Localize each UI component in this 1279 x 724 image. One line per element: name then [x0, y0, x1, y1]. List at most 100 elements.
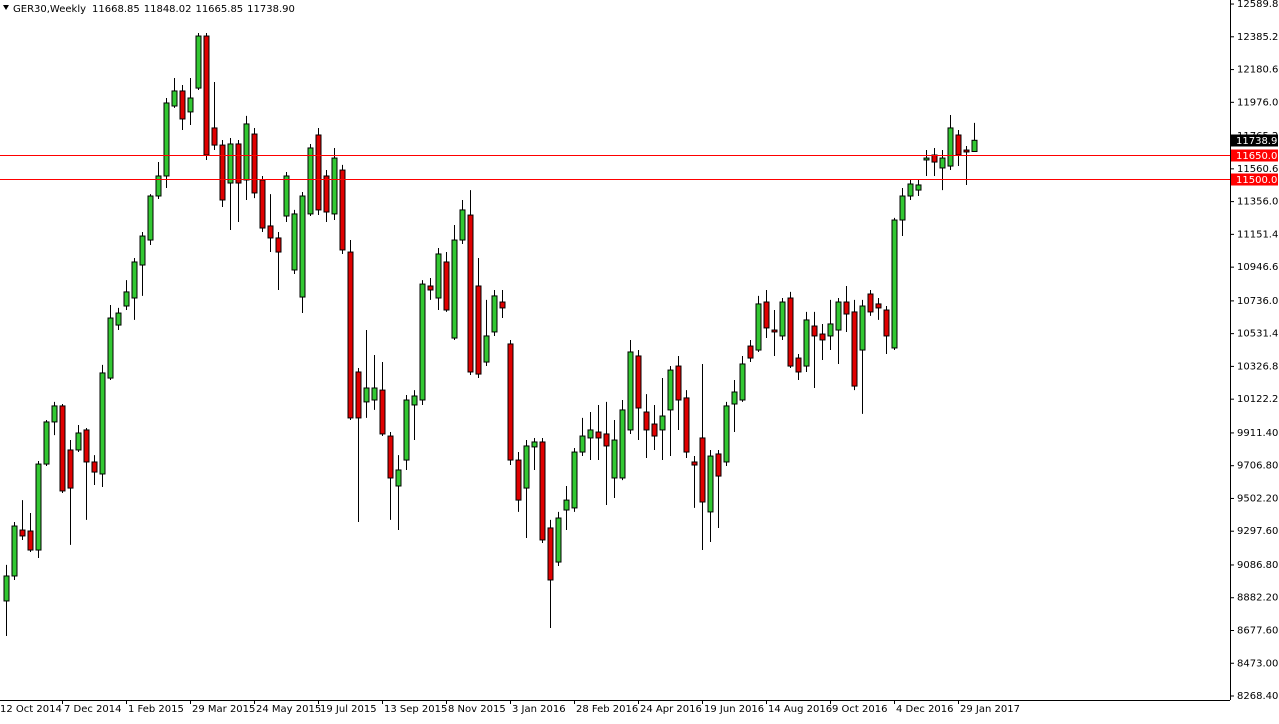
y-tick-label: 11151.40 [1237, 229, 1279, 240]
candle-body [467, 214, 474, 373]
candle-body [571, 451, 578, 509]
current-price-label: 11738.90 [1236, 136, 1279, 147]
candle-body [379, 389, 386, 435]
candle-body [283, 175, 290, 217]
candle-body [779, 301, 786, 337]
y-tick-label: 9706.80 [1237, 461, 1278, 472]
candle-body [723, 405, 730, 463]
candle-body [395, 469, 402, 487]
candle-body [59, 405, 66, 492]
quote-open: 11668.85 [92, 4, 140, 15]
x-tick-label: 24 May 2015 [256, 704, 321, 715]
candle-body [867, 293, 874, 313]
candle-body [731, 391, 738, 405]
x-tick-label: 9 Oct 2016 [832, 704, 887, 715]
candle-body [819, 333, 826, 341]
y-tick-label: 10531.40 [1237, 329, 1279, 340]
candle-body [659, 415, 666, 431]
quote-low: 11665.85 [195, 4, 243, 15]
candle-body [83, 429, 90, 463]
candle-body [67, 449, 74, 489]
candle-body [211, 127, 218, 146]
candle-body [939, 157, 946, 169]
candle-body [355, 371, 362, 419]
candle-body [579, 435, 586, 453]
candle-body [803, 319, 810, 367]
candle-body [43, 421, 50, 465]
candle-body [827, 323, 834, 337]
candle-body [971, 139, 978, 153]
candle-body [515, 459, 522, 501]
candle-body [627, 351, 634, 431]
candle-body [339, 169, 346, 251]
candle-body [115, 312, 122, 326]
y-tick-label: 12589.80 [1237, 0, 1279, 10]
x-tick-label: 14 Aug 2016 [768, 704, 832, 715]
candle-body [683, 397, 690, 453]
x-tick-label: 1 Feb 2015 [128, 704, 184, 715]
candle-body [11, 525, 18, 577]
candle-body [435, 253, 442, 299]
y-tick-label: 8473.00 [1237, 658, 1278, 669]
candle-body [675, 365, 682, 401]
x-tick-label: 12 Oct 2014 [0, 704, 62, 715]
y-tick-label: 11356.00 [1237, 197, 1279, 208]
x-tick-label: 3 Jan 2016 [512, 704, 566, 715]
candle-body [243, 123, 250, 181]
candle-body [603, 433, 610, 447]
candle-body [99, 372, 106, 475]
candle-body [363, 387, 370, 403]
candle-body [739, 363, 746, 401]
candle-body [587, 429, 594, 439]
candle-body [179, 90, 186, 120]
x-tick-label: 8 Nov 2015 [448, 704, 506, 715]
quote-close: 11738.90 [247, 4, 295, 15]
level-label-box [1231, 173, 1278, 186]
candle-body [451, 239, 458, 339]
candle-body [811, 325, 818, 337]
candle-body [595, 431, 602, 439]
candle-body [643, 411, 650, 431]
y-tick-label: 9502.20 [1237, 493, 1278, 504]
candle-body [611, 439, 618, 479]
candle-body [667, 369, 674, 411]
candle-body [299, 195, 306, 298]
candle-body [475, 285, 482, 375]
candle-body [19, 529, 26, 537]
candle-body [555, 517, 562, 563]
y-tick-label: 10736.00 [1237, 296, 1279, 307]
candle-body [171, 90, 178, 107]
y-tick-label: 11560.60 [1237, 164, 1279, 175]
candle-body [507, 343, 514, 461]
candle-body [3, 575, 10, 602]
candle-body [859, 305, 866, 351]
candle-body [635, 355, 642, 409]
candle-body [203, 35, 210, 156]
y-tick-label: 10122.20 [1237, 394, 1279, 405]
x-tick-label: 29 Mar 2015 [192, 704, 255, 715]
candle-body [331, 157, 338, 215]
candle-body [851, 311, 858, 387]
candle-body [547, 527, 554, 581]
candle-body [523, 445, 530, 489]
level-label-box [1231, 149, 1278, 162]
candle-body [699, 437, 706, 503]
candle-body [131, 261, 138, 299]
candle-body [755, 303, 762, 351]
menu-icon [3, 5, 9, 10]
candle-body [91, 461, 98, 473]
candle-body [795, 357, 802, 373]
candle-body [291, 213, 298, 271]
chart-header: GER30,Weekly 11668.85 11848.02 11665.85 1173… [13, 4, 295, 15]
candle-body [387, 435, 394, 479]
candle-body [875, 303, 882, 309]
candle-body [259, 179, 266, 229]
candle-body [763, 301, 770, 329]
candle-body [691, 461, 698, 466]
candle-body [883, 309, 890, 337]
candle-body [483, 335, 490, 363]
y-tick-label: 11976.00 [1237, 97, 1279, 108]
candle-body [963, 149, 970, 153]
candle-body [907, 183, 914, 197]
